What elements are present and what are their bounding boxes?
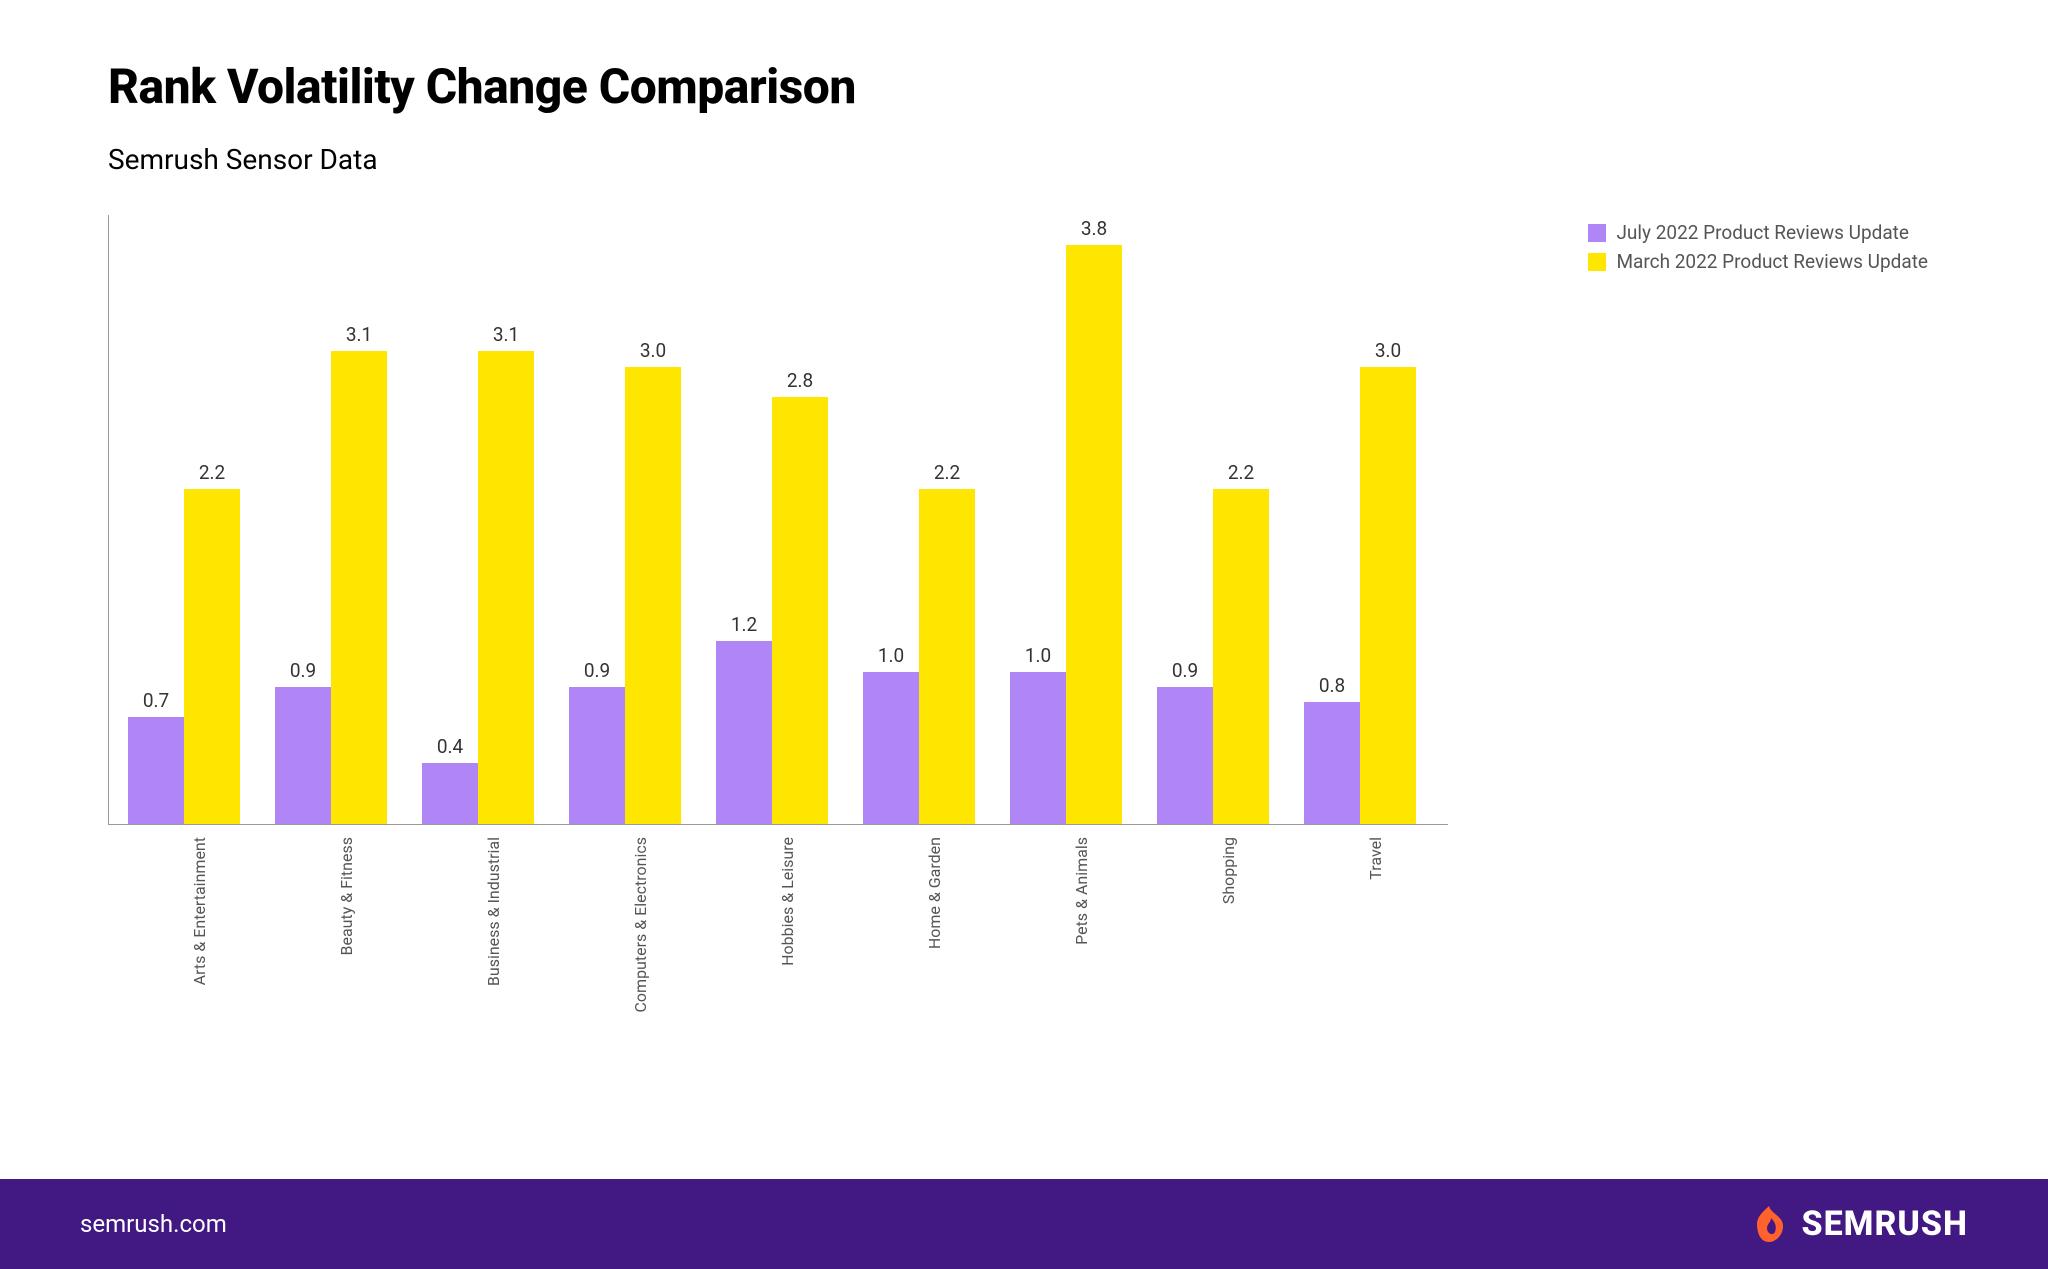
bar-july: 1.0 <box>1010 672 1066 825</box>
legend-swatch-icon <box>1588 253 1606 271</box>
bar-march: 2.2 <box>184 489 240 825</box>
chart-plot-area: 0.72.20.93.10.43.10.93.01.22.81.02.21.03… <box>108 215 1448 825</box>
chart-container: July 2022 Product Reviews Update March 2… <box>108 215 1928 995</box>
bar-july: 1.2 <box>716 641 772 824</box>
bar-july: 0.9 <box>1157 687 1213 824</box>
chart-subtitle: Semrush Sensor Data <box>108 143 2048 176</box>
bar-march: 2.2 <box>919 489 975 825</box>
bar-july: 0.9 <box>275 687 331 824</box>
brand-text: SEMRUSH <box>1801 1204 1968 1244</box>
bar-value-label: 3.1 <box>478 323 534 346</box>
bar-july: 0.9 <box>569 687 625 824</box>
bar-march: 2.2 <box>1213 489 1269 825</box>
chart-title: Rank Volatility Change Comparison <box>108 58 2048 115</box>
x-axis-label: Business & Industrial <box>484 837 503 986</box>
header: Rank Volatility Change Comparison Semrus… <box>0 0 2048 176</box>
bar-group: 0.93.1 <box>275 351 387 824</box>
bar-group: 1.03.8 <box>1010 245 1122 825</box>
bar-july: 0.8 <box>1304 702 1360 824</box>
bar-group: 0.72.2 <box>128 489 240 825</box>
legend-item: July 2022 Product Reviews Update <box>1588 221 1928 244</box>
x-axis-label: Pets & Animals <box>1072 837 1091 945</box>
bar-july: 1.0 <box>863 672 919 825</box>
bar-value-label: 1.0 <box>1010 644 1066 667</box>
bar-value-label: 3.0 <box>1360 339 1416 362</box>
bar-value-label: 0.7 <box>128 689 184 712</box>
footer-url: semrush.com <box>80 1210 227 1238</box>
footer-brand: SEMRUSH <box>1749 1204 1968 1244</box>
legend-label: March 2022 Product Reviews Update <box>1616 250 1928 273</box>
bar-july: 0.4 <box>422 763 478 824</box>
bar-value-label: 2.2 <box>184 461 240 484</box>
legend-swatch-icon <box>1588 224 1606 242</box>
bar-march: 3.0 <box>1360 367 1416 825</box>
x-axis-labels: Arts & Entertainment Beauty & Fitness Busi… <box>108 837 1448 1007</box>
bar-march: 3.1 <box>331 351 387 824</box>
page: Rank Volatility Change Comparison Semrus… <box>0 0 2048 1269</box>
bar-value-label: 0.9 <box>569 659 625 682</box>
bar-value-label: 0.9 <box>275 659 331 682</box>
x-axis-label: Travel <box>1366 837 1385 880</box>
x-axis-label: Computers & Electronics <box>631 837 650 1013</box>
legend-item: March 2022 Product Reviews Update <box>1588 250 1928 273</box>
bar-value-label: 2.2 <box>1213 461 1269 484</box>
bar-group: 0.43.1 <box>422 351 534 824</box>
legend-label: July 2022 Product Reviews Update <box>1616 221 1909 244</box>
bar-value-label: 1.2 <box>716 613 772 636</box>
bar-july: 0.7 <box>128 717 184 824</box>
bar-march: 3.0 <box>625 367 681 825</box>
bar-group: 1.02.2 <box>863 489 975 825</box>
bar-march: 2.8 <box>772 397 828 824</box>
x-axis-label: Beauty & Fitness <box>337 837 356 955</box>
bar-group: 0.92.2 <box>1157 489 1269 825</box>
bar-value-label: 3.1 <box>331 323 387 346</box>
bar-value-label: 3.8 <box>1066 217 1122 240</box>
y-axis-line <box>108 215 109 824</box>
bar-group: 0.93.0 <box>569 367 681 825</box>
bar-value-label: 0.9 <box>1157 659 1213 682</box>
bar-march: 3.8 <box>1066 245 1122 825</box>
bar-value-label: 1.0 <box>863 644 919 667</box>
bar-value-label: 0.8 <box>1304 674 1360 697</box>
legend: July 2022 Product Reviews Update March 2… <box>1588 221 1928 279</box>
bar-value-label: 3.0 <box>625 339 681 362</box>
bar-group: 0.83.0 <box>1304 367 1416 825</box>
x-axis-label: Home & Garden <box>925 837 944 949</box>
bar-march: 3.1 <box>478 351 534 824</box>
flame-icon <box>1749 1204 1789 1244</box>
x-axis-label: Arts & Entertainment <box>190 837 209 985</box>
bar-value-label: 0.4 <box>422 735 478 758</box>
bar-group: 1.22.8 <box>716 397 828 824</box>
bar-value-label: 2.2 <box>919 461 975 484</box>
bar-value-label: 2.8 <box>772 369 828 392</box>
x-axis-label: Shopping <box>1219 837 1238 904</box>
x-axis-label: Hobbies & Leisure <box>778 837 797 966</box>
footer: semrush.com SEMRUSH <box>0 1179 2048 1269</box>
